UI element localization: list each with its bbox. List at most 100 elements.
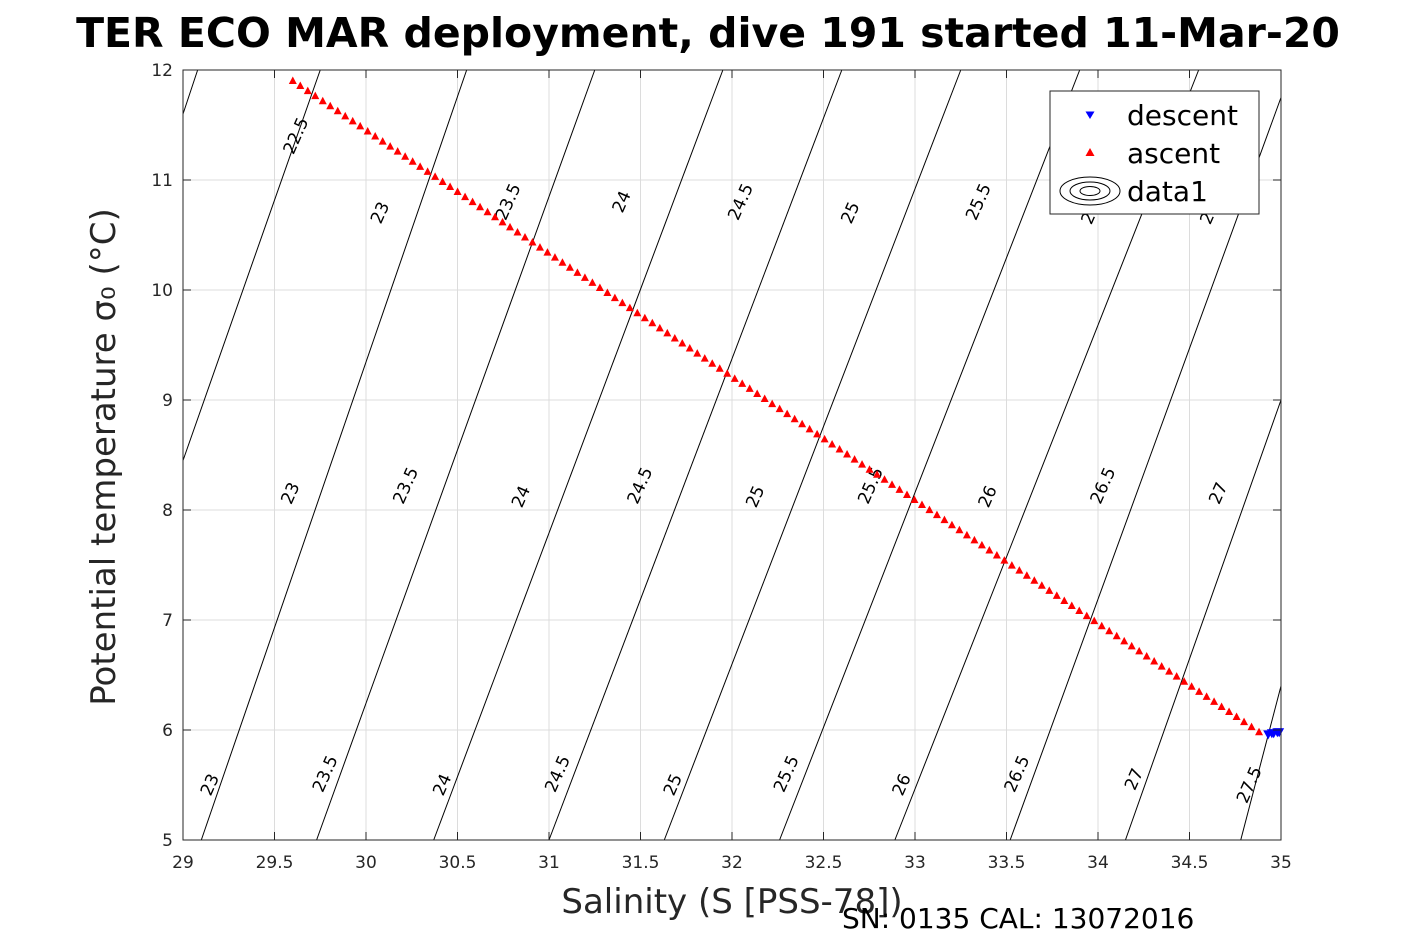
ascent-point <box>715 364 724 372</box>
ascent-point <box>423 167 432 175</box>
ascent-point <box>685 344 694 352</box>
legend-contour-icon <box>1059 176 1121 206</box>
ascent-point <box>453 187 462 196</box>
ascent-point <box>738 379 747 387</box>
ascent-point <box>625 303 634 312</box>
ascent-point <box>1195 687 1204 695</box>
isopycnal-line <box>1009 97 1282 841</box>
x-tick-label: 30.5 <box>439 853 477 873</box>
ascent-point <box>768 399 777 408</box>
ascent-point <box>393 147 402 155</box>
ascent-point <box>940 515 949 524</box>
y-tick-label: 5 <box>162 831 173 851</box>
ascent-point <box>670 333 679 342</box>
y-tick-label: 7 <box>162 611 173 631</box>
ascent-point <box>513 227 522 236</box>
ascent-point <box>1225 707 1234 716</box>
ascent-point <box>1157 662 1166 670</box>
isopycnal-line <box>779 69 1081 841</box>
ascent-point <box>977 540 986 549</box>
x-tick-label: 35 <box>1270 853 1292 873</box>
ascent-point <box>1082 611 1091 620</box>
ascent-point <box>296 81 305 90</box>
ascent-point <box>700 354 709 362</box>
y-tick-label: 6 <box>162 721 173 741</box>
ascent-point <box>416 162 425 170</box>
isopycnal-line <box>182 69 199 115</box>
ascent-point <box>356 121 365 130</box>
ascent-point <box>1037 581 1046 589</box>
isopycnal-line <box>182 69 321 461</box>
ascent-point <box>446 182 455 191</box>
x-tick-label: 29.5 <box>256 853 294 873</box>
ascent-point <box>1007 561 1016 569</box>
ascent-point <box>1060 596 1069 604</box>
ascent-point <box>543 248 552 256</box>
x-tick-label: 31 <box>538 853 560 873</box>
footer-serial-cal: SN: 0135 CAL: 13072016 <box>842 902 1194 935</box>
isopycnal-line <box>316 69 596 841</box>
x-tick-label: 34.5 <box>1171 853 1209 873</box>
y-tick-label: 8 <box>162 501 173 521</box>
ascent-point <box>828 439 837 448</box>
ascent-point <box>745 384 754 392</box>
ascent-point <box>1067 601 1076 609</box>
ascent-point <box>813 429 822 438</box>
ascent-point <box>618 298 627 307</box>
ascent-point <box>1232 712 1241 721</box>
ascent-point <box>873 470 882 478</box>
x-tick-label: 31.5 <box>622 853 660 873</box>
ascent-point <box>760 394 769 403</box>
ascent-point <box>1120 636 1129 645</box>
ascent-point <box>1255 727 1264 736</box>
ascent-point <box>565 263 574 271</box>
x-tick-label: 33 <box>904 853 926 873</box>
x-tick-label: 32.5 <box>805 853 843 873</box>
ascent-point <box>378 137 387 145</box>
ascent-point <box>333 106 342 115</box>
ascent-point <box>535 243 544 251</box>
ascent-point <box>603 288 612 297</box>
ascent-point <box>431 172 440 180</box>
ascent-point <box>348 116 357 125</box>
ascent-point <box>558 258 567 266</box>
y-tick-label: 10 <box>151 281 173 301</box>
ascent-point <box>648 318 657 327</box>
ascent-point <box>550 253 559 261</box>
y-tick-label: 11 <box>151 171 173 191</box>
ascent-point <box>858 460 867 468</box>
ascent-point <box>468 197 477 206</box>
isopycnal-line <box>1240 685 1282 841</box>
ascent-point <box>303 86 312 95</box>
ascent-point <box>1202 692 1211 700</box>
ascent-point <box>1187 682 1196 690</box>
ascent-point <box>1052 591 1061 599</box>
ascent-point <box>1030 576 1039 584</box>
ascent-point <box>902 490 911 498</box>
ascent-point <box>730 374 739 382</box>
ascent-point <box>318 96 327 105</box>
ascent-point <box>992 551 1001 559</box>
ascent-point <box>1180 677 1189 685</box>
ascent-point <box>371 132 380 140</box>
ascent-point <box>910 495 919 503</box>
ascent-point <box>633 308 642 317</box>
ascent-point <box>588 278 597 286</box>
x-tick-label: 33.5 <box>988 853 1026 873</box>
ascent-point <box>506 222 515 231</box>
ascent-point <box>1015 566 1024 574</box>
ascent-point <box>1135 646 1144 655</box>
ascent-point <box>880 475 889 483</box>
ascent-point <box>708 359 717 367</box>
ascent-point <box>386 142 395 150</box>
isopycnal-line <box>548 69 843 841</box>
ascent-point <box>1112 631 1121 640</box>
ascent-point <box>1127 641 1136 650</box>
ascent-point <box>401 152 410 160</box>
ascent-point <box>917 500 926 509</box>
ascent-point <box>1172 672 1181 680</box>
ascent-point <box>655 323 664 332</box>
legend-box <box>1049 90 1260 215</box>
ascent-point <box>970 535 979 544</box>
